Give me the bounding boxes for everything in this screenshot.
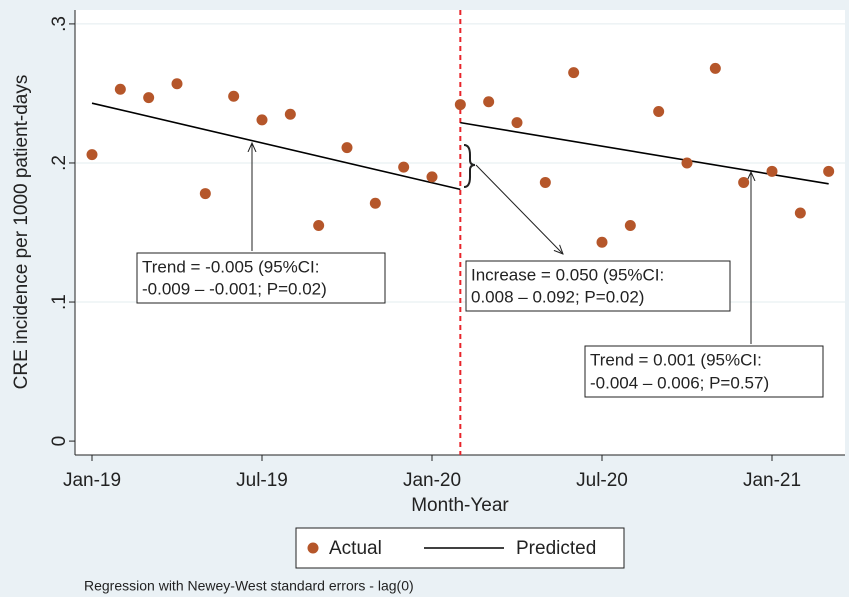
x-tick-label: Jan-21 — [743, 470, 801, 491]
point — [624, 220, 636, 232]
annotation-box — [465, 260, 731, 312]
point — [823, 165, 835, 177]
point — [171, 78, 183, 90]
legend-label: Actual — [329, 538, 382, 559]
point — [284, 108, 296, 120]
point — [681, 157, 693, 169]
legend-label: Predicted — [516, 538, 596, 559]
x-tick-label: Jul-20 — [576, 470, 628, 491]
point — [228, 90, 240, 102]
point — [369, 197, 381, 209]
y-tick-label: 0 — [49, 436, 70, 447]
note: Regression with Newey-West standard erro… — [84, 578, 414, 594]
point — [341, 142, 353, 154]
brace — [463, 144, 476, 188]
x-tick-label: Jan-20 — [403, 470, 461, 491]
arrows — [252, 143, 751, 344]
y-tick-label: .1 — [49, 294, 70, 310]
point — [256, 114, 268, 126]
y-tick-label: .2 — [49, 155, 70, 171]
point — [199, 188, 211, 200]
point — [653, 106, 665, 118]
x-axis-title: Month-Year — [411, 495, 509, 516]
point — [313, 220, 325, 232]
arrow — [475, 164, 563, 254]
point — [511, 117, 523, 129]
point — [114, 83, 126, 95]
legend-marker — [307, 542, 319, 554]
point — [709, 62, 721, 74]
point — [398, 161, 410, 173]
x-tick-label: Jan-19 — [63, 470, 121, 491]
point — [143, 92, 155, 104]
annotation: Trend = 0.001 (95%CI: — [590, 350, 762, 369]
point — [483, 96, 495, 108]
predicted-line — [91, 102, 461, 191]
annotation: 0.008 – 0.092; P=0.02) — [471, 287, 644, 306]
annotation-box — [584, 345, 824, 398]
point — [539, 176, 551, 188]
point — [596, 236, 608, 248]
annotation: -0.004 – 0.006; P=0.57) — [590, 373, 769, 392]
point — [766, 165, 778, 177]
annotation-box — [136, 252, 386, 304]
point — [738, 176, 750, 188]
point — [426, 171, 438, 183]
point — [86, 149, 98, 161]
point — [794, 207, 806, 219]
x-tick-label: Jul-19 — [236, 470, 288, 491]
annotation: -0.009 – -0.001; P=0.02) — [142, 279, 327, 298]
annotation: Trend = -0.005 (95%CI: — [142, 257, 320, 276]
point — [454, 99, 466, 111]
annotation: Increase = 0.050 (95%CI: — [471, 265, 664, 284]
y-axis-title: CRE incidence per 1000 patient-days — [11, 75, 32, 390]
y-tick-label: .3 — [49, 16, 70, 32]
point — [568, 67, 580, 79]
